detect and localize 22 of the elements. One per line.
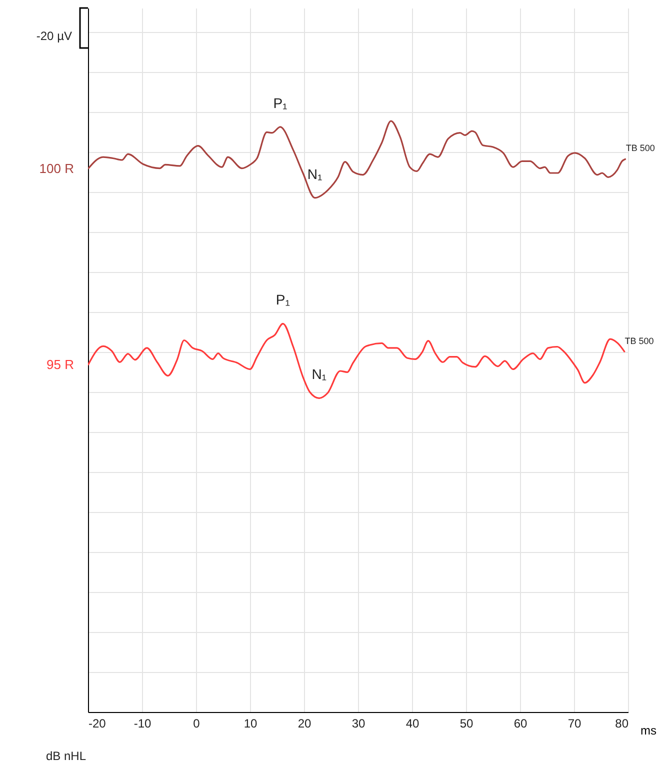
x-tick-label: -20 [88,716,106,730]
x-tick-label: 20 [298,716,312,730]
x-tick-label: 50 [460,716,474,730]
annotation: TB 500 [626,142,655,153]
text: dB nHL [46,749,86,763]
series-label: 100 R [39,160,74,176]
x-tick-label: 0 [193,716,200,730]
x-tick-label: 40 [406,716,420,730]
annotation: TB 500 [624,336,654,346]
annotation: P₁ [276,292,290,308]
x-tick-label: 80 [615,716,629,730]
x-axis-title: ms [640,724,656,738]
annotation: P₁ [273,94,288,111]
annotation: N₁ [307,166,322,182]
x-tick-label: 60 [514,716,528,730]
x-tick-label: 10 [244,716,258,730]
x-tick-label: -10 [134,716,152,730]
text: -20 µV [36,29,72,43]
x-tick-label: 70 [568,716,582,730]
annotation: N₁ [312,366,327,382]
series-label: 95 R [46,357,74,372]
x-tick-label: 30 [352,716,366,730]
